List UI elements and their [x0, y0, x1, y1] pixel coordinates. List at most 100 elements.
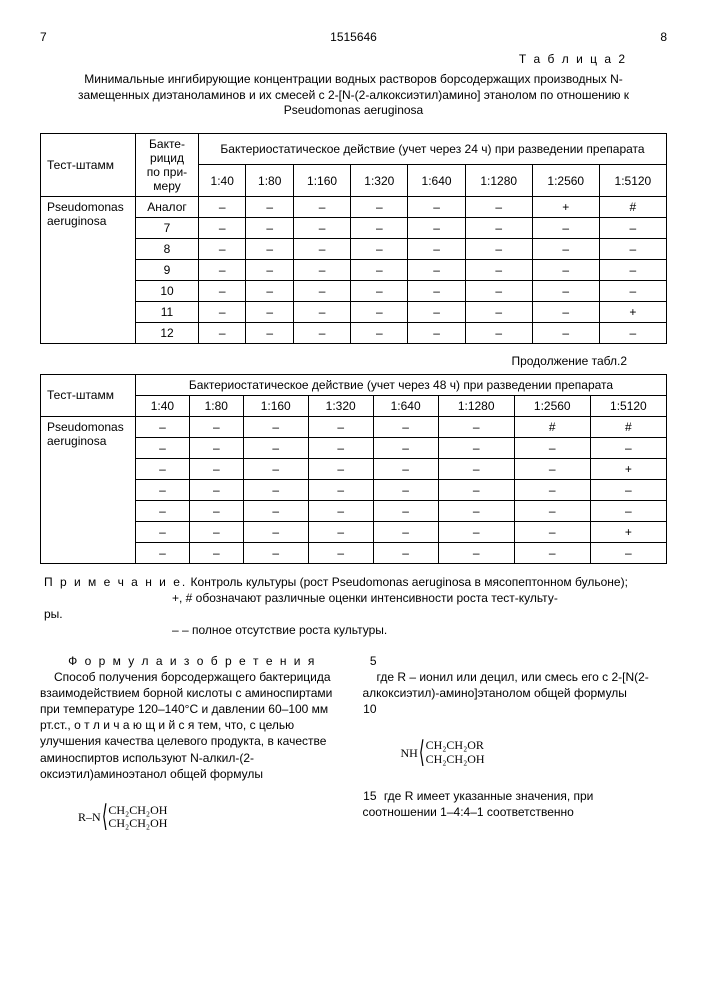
t2-value-cell: – — [308, 437, 373, 458]
t1-value-cell: – — [246, 238, 293, 259]
t2-value-cell: – — [308, 542, 373, 563]
note-line2b: ры. — [44, 607, 63, 621]
t1-value-cell: – — [293, 196, 350, 217]
t1-value-cell: – — [532, 322, 599, 343]
t1-value-cell: – — [293, 259, 350, 280]
num-10: 10 — [363, 701, 377, 717]
num-15: 15 — [363, 788, 377, 804]
t2-value-cell: # — [514, 416, 590, 437]
note-line3: – – полное отсутствие роста культуры. — [172, 622, 387, 638]
t2-value-cell: – — [136, 500, 190, 521]
t1-value-cell: – — [293, 301, 350, 322]
t1-value-cell: – — [532, 217, 599, 238]
t1-value-cell: – — [351, 322, 408, 343]
t1-dilution-header: 1:5120 — [599, 165, 666, 197]
t2-value-cell: – — [514, 479, 590, 500]
t2-value-cell: – — [243, 437, 308, 458]
t1-value-cell: – — [199, 280, 246, 301]
t2-value-cell: – — [189, 542, 243, 563]
t2-value-cell: – — [514, 521, 590, 542]
right-text-2: где R имеет указанные значения, при соот… — [363, 789, 594, 819]
t2-value-cell: – — [514, 458, 590, 479]
page-left: 7 — [40, 30, 47, 44]
t2-strain-cell: Pseudomonas aeruginosa — [41, 416, 136, 563]
t1-value-cell: – — [465, 259, 532, 280]
note-line2: +, # обозначают различные оценки интенси… — [172, 590, 558, 606]
t1-value-cell: – — [465, 217, 532, 238]
t2-value-cell: – — [243, 479, 308, 500]
t1-value-cell: – — [599, 217, 666, 238]
t1-value-cell: # — [599, 196, 666, 217]
t1-dilution-header: 1:1280 — [465, 165, 532, 197]
t1-h-bactericide: Бакте- рицид по при- меру — [136, 133, 199, 196]
table-2: Тест-штамм Бактериостатическое действие … — [40, 374, 667, 564]
t2-value-cell: – — [243, 521, 308, 542]
t1-value-cell: – — [199, 217, 246, 238]
t1-dilution-header: 1:160 — [293, 165, 350, 197]
t2-value-cell: – — [243, 542, 308, 563]
t1-value-cell: – — [532, 301, 599, 322]
t1-value-cell: – — [199, 322, 246, 343]
t1-value-cell: – — [408, 280, 465, 301]
t1-value-cell: – — [246, 259, 293, 280]
t2-value-cell: – — [438, 542, 514, 563]
t2-value-cell: + — [590, 521, 666, 542]
t2-value-cell: – — [189, 521, 243, 542]
t2-dilution-header: 1:2560 — [514, 395, 590, 416]
t1-bactericide-cell: 10 — [136, 280, 199, 301]
t1-value-cell: + — [532, 196, 599, 217]
t2-value-cell: – — [308, 458, 373, 479]
t1-value-cell: – — [599, 259, 666, 280]
t1-value-cell: – — [246, 196, 293, 217]
t1-value-cell: – — [465, 301, 532, 322]
t1-value-cell: – — [599, 238, 666, 259]
t2-value-cell: – — [189, 500, 243, 521]
t2-value-cell: – — [514, 437, 590, 458]
right-column: 5 где R – ионил или децил, или смесь его… — [363, 653, 668, 853]
t2-value-cell: – — [438, 521, 514, 542]
t1-value-cell: – — [246, 217, 293, 238]
t2-value-cell: – — [438, 500, 514, 521]
t1-bactericide-cell: 8 — [136, 238, 199, 259]
t2-value-cell: – — [136, 458, 190, 479]
t1-value-cell: – — [408, 322, 465, 343]
note-label: П р и м е ч а н и е. — [44, 575, 187, 589]
t2-value-cell: – — [373, 521, 438, 542]
t2-value-cell: – — [189, 479, 243, 500]
t1-value-cell: – — [293, 280, 350, 301]
t2-value-cell: – — [438, 458, 514, 479]
table-1: Тест-штамм Бакте- рицид по при- меру Бак… — [40, 133, 667, 344]
t2-value-cell: – — [308, 521, 373, 542]
t1-bactericide-cell: 9 — [136, 259, 199, 280]
t1-dilution-header: 1:2560 — [532, 165, 599, 197]
t2-dilution-header: 1:640 — [373, 395, 438, 416]
t2-dilution-header: 1:160 — [243, 395, 308, 416]
t2-value-cell: – — [136, 416, 190, 437]
t2-value-cell: – — [308, 479, 373, 500]
t2-value-cell: – — [243, 416, 308, 437]
t1-value-cell: – — [351, 238, 408, 259]
t1-dilution-header: 1:640 — [408, 165, 465, 197]
t1-dilution-header: 1:320 — [351, 165, 408, 197]
t1-value-cell: – — [246, 322, 293, 343]
t2-value-cell: – — [373, 458, 438, 479]
t1-value-cell: – — [532, 280, 599, 301]
t1-h-strain: Тест-штамм — [41, 133, 136, 196]
chem1-bottom: CH₂CH₂OH — [108, 817, 167, 830]
t2-value-cell: – — [243, 500, 308, 521]
t1-value-cell: – — [351, 301, 408, 322]
t1-value-cell: – — [199, 259, 246, 280]
t1-value-cell: – — [293, 217, 350, 238]
chem-formula-1: R–N ⟨ CH₂CH₂OH CH₂CH₂OH — [60, 788, 345, 847]
t1-value-cell: – — [465, 322, 532, 343]
t1-value-cell: + — [599, 301, 666, 322]
t1-value-cell: – — [199, 301, 246, 322]
t1-value-cell: – — [532, 238, 599, 259]
t2-value-cell: – — [373, 416, 438, 437]
t1-value-cell: – — [293, 238, 350, 259]
chem-formula-2: NH ⟨ CH₂CH₂OR CH₂CH₂OH — [383, 723, 668, 782]
page-right: 8 — [660, 30, 667, 44]
left-column: Ф о р м у л а и з о б р е т е н и я Спос… — [40, 653, 345, 853]
t1-value-cell: – — [465, 238, 532, 259]
t2-value-cell: – — [136, 437, 190, 458]
